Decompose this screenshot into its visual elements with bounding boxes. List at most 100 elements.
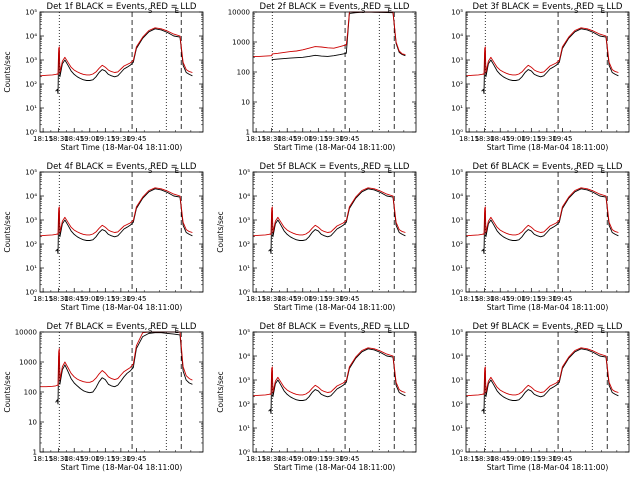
y-tick-label: 10¹ [238, 265, 250, 273]
x-tick-label: 18:30 [475, 295, 495, 303]
chart-title: Det 6f BLACK = Events, RED = LLD [473, 162, 623, 172]
y-tick-label: 10⁴ [238, 193, 250, 201]
y-tick-label: 10³ [451, 57, 463, 65]
y-tick-label: 10 [241, 99, 250, 107]
y-tick-label: 10⁵ [451, 329, 463, 337]
marker-s: S [148, 7, 153, 15]
y-tick-label: 10⁴ [238, 353, 250, 361]
series-line-lld [465, 27, 619, 77]
y-tick-label: 10⁰ [451, 449, 463, 457]
x-tick-label: 18:15 [459, 455, 479, 463]
x-tick-label: 19:30 [111, 135, 131, 143]
y-axis-label: Counts/sec [3, 51, 12, 92]
y-tick-label: 10⁴ [451, 33, 463, 41]
y-tick-label: 10⁴ [451, 353, 463, 361]
series-line-events [268, 348, 406, 415]
y-tick-label: 10⁴ [25, 193, 37, 201]
x-axis-label: Start Time (18-Mar-04 18:11:00) [487, 463, 609, 472]
x-tick-label: 19:45 [126, 455, 146, 463]
series-line-events [481, 348, 619, 415]
y-tick-label: 10000 [228, 9, 250, 17]
y-tick-label: 10¹ [25, 105, 37, 113]
marker-s: S [361, 327, 366, 335]
x-tick-label: 18:30 [262, 295, 282, 303]
x-tick-label: 19:15 [95, 295, 115, 303]
x-tick-label: 19:30 [111, 455, 131, 463]
marker-e: E [175, 167, 179, 175]
x-tick-label: 19:00 [293, 295, 313, 303]
marker-s: S [148, 167, 153, 175]
x-tick-label: 18:30 [49, 455, 69, 463]
y-tick-label: 10³ [25, 217, 37, 225]
x-tick-label: 18:15 [246, 295, 266, 303]
x-tick-label: 19:30 [324, 135, 344, 143]
series-line-events [481, 188, 619, 255]
y-tick-label: 10³ [451, 377, 463, 385]
y-tick-label: 10¹ [451, 265, 463, 273]
x-tick-label: 19:00 [80, 135, 100, 143]
marker-s: S [574, 167, 579, 175]
plot-frame [39, 11, 204, 133]
x-tick-label: 19:00 [293, 455, 313, 463]
x-tick-label: 19:15 [521, 455, 541, 463]
series-line-events [55, 28, 193, 95]
x-tick-label: 19:30 [537, 455, 557, 463]
y-tick-label: 10⁵ [451, 169, 463, 177]
series-line-events [271, 11, 406, 61]
x-tick-label: 19:15 [95, 455, 115, 463]
x-tick-label: 19:45 [339, 455, 359, 463]
x-tick-label: 19:30 [324, 455, 344, 463]
y-tick-label: 1000 [19, 359, 37, 367]
y-tick-label: 10⁵ [25, 9, 37, 17]
y-tick-label: 100 [24, 389, 37, 397]
x-tick-label: 19:00 [506, 455, 526, 463]
x-tick-label: 19:00 [80, 455, 100, 463]
x-tick-label: 19:45 [552, 135, 572, 143]
marker-s: S [361, 7, 366, 15]
x-tick-label: 19:30 [537, 295, 557, 303]
y-tick-label: 10⁰ [451, 289, 463, 297]
x-axis-label: Start Time (18-Mar-04 18:11:00) [61, 463, 183, 472]
y-tick-label: 10⁵ [238, 329, 250, 337]
y-tick-label: 10⁴ [451, 193, 463, 201]
y-tick-label: 10² [25, 241, 37, 249]
x-axis-label: Start Time (18-Mar-04 18:11:00) [274, 303, 396, 312]
x-tick-label: 19:00 [80, 295, 100, 303]
x-axis-label: Start Time (18-Mar-04 18:11:00) [61, 143, 183, 152]
y-tick-label: 10⁰ [25, 289, 37, 297]
marker-e: E [388, 7, 392, 15]
y-axis-label: Counts/sec [3, 371, 12, 412]
plot-frame [39, 171, 204, 293]
y-tick-label: 10⁰ [238, 289, 250, 297]
chart-title: Det 7f BLACK = Events, RED = LLD [47, 322, 197, 332]
x-tick-label: 19:15 [308, 455, 328, 463]
x-axis-label: Start Time (18-Mar-04 18:11:00) [61, 303, 183, 312]
y-axis-label: Counts/sec [216, 211, 225, 252]
plot-frame [465, 171, 630, 293]
x-tick-label: 18:30 [475, 135, 495, 143]
marker-e: E [388, 327, 392, 335]
y-tick-label: 10² [25, 81, 37, 89]
x-tick-label: 18:15 [246, 455, 266, 463]
x-tick-label: 19:15 [521, 295, 541, 303]
x-tick-label: 18:45 [490, 295, 510, 303]
plot-frame [39, 331, 204, 453]
series-line-events [481, 28, 619, 95]
x-tick-label: 18:45 [490, 135, 510, 143]
series-line-events [55, 332, 193, 405]
y-tick-label: 10⁴ [25, 33, 37, 41]
series-line-lld [40, 331, 193, 388]
y-tick-label: 10² [451, 81, 463, 89]
y-tick-label: 10³ [238, 217, 250, 225]
series-line-lld [252, 347, 406, 397]
marker-s: S [361, 167, 366, 175]
x-tick-label: 19:00 [506, 295, 526, 303]
y-tick-label: 10³ [451, 217, 463, 225]
x-tick-label: 19:00 [506, 135, 526, 143]
y-tick-label: 10⁵ [451, 9, 463, 17]
x-tick-label: 18:45 [277, 135, 297, 143]
